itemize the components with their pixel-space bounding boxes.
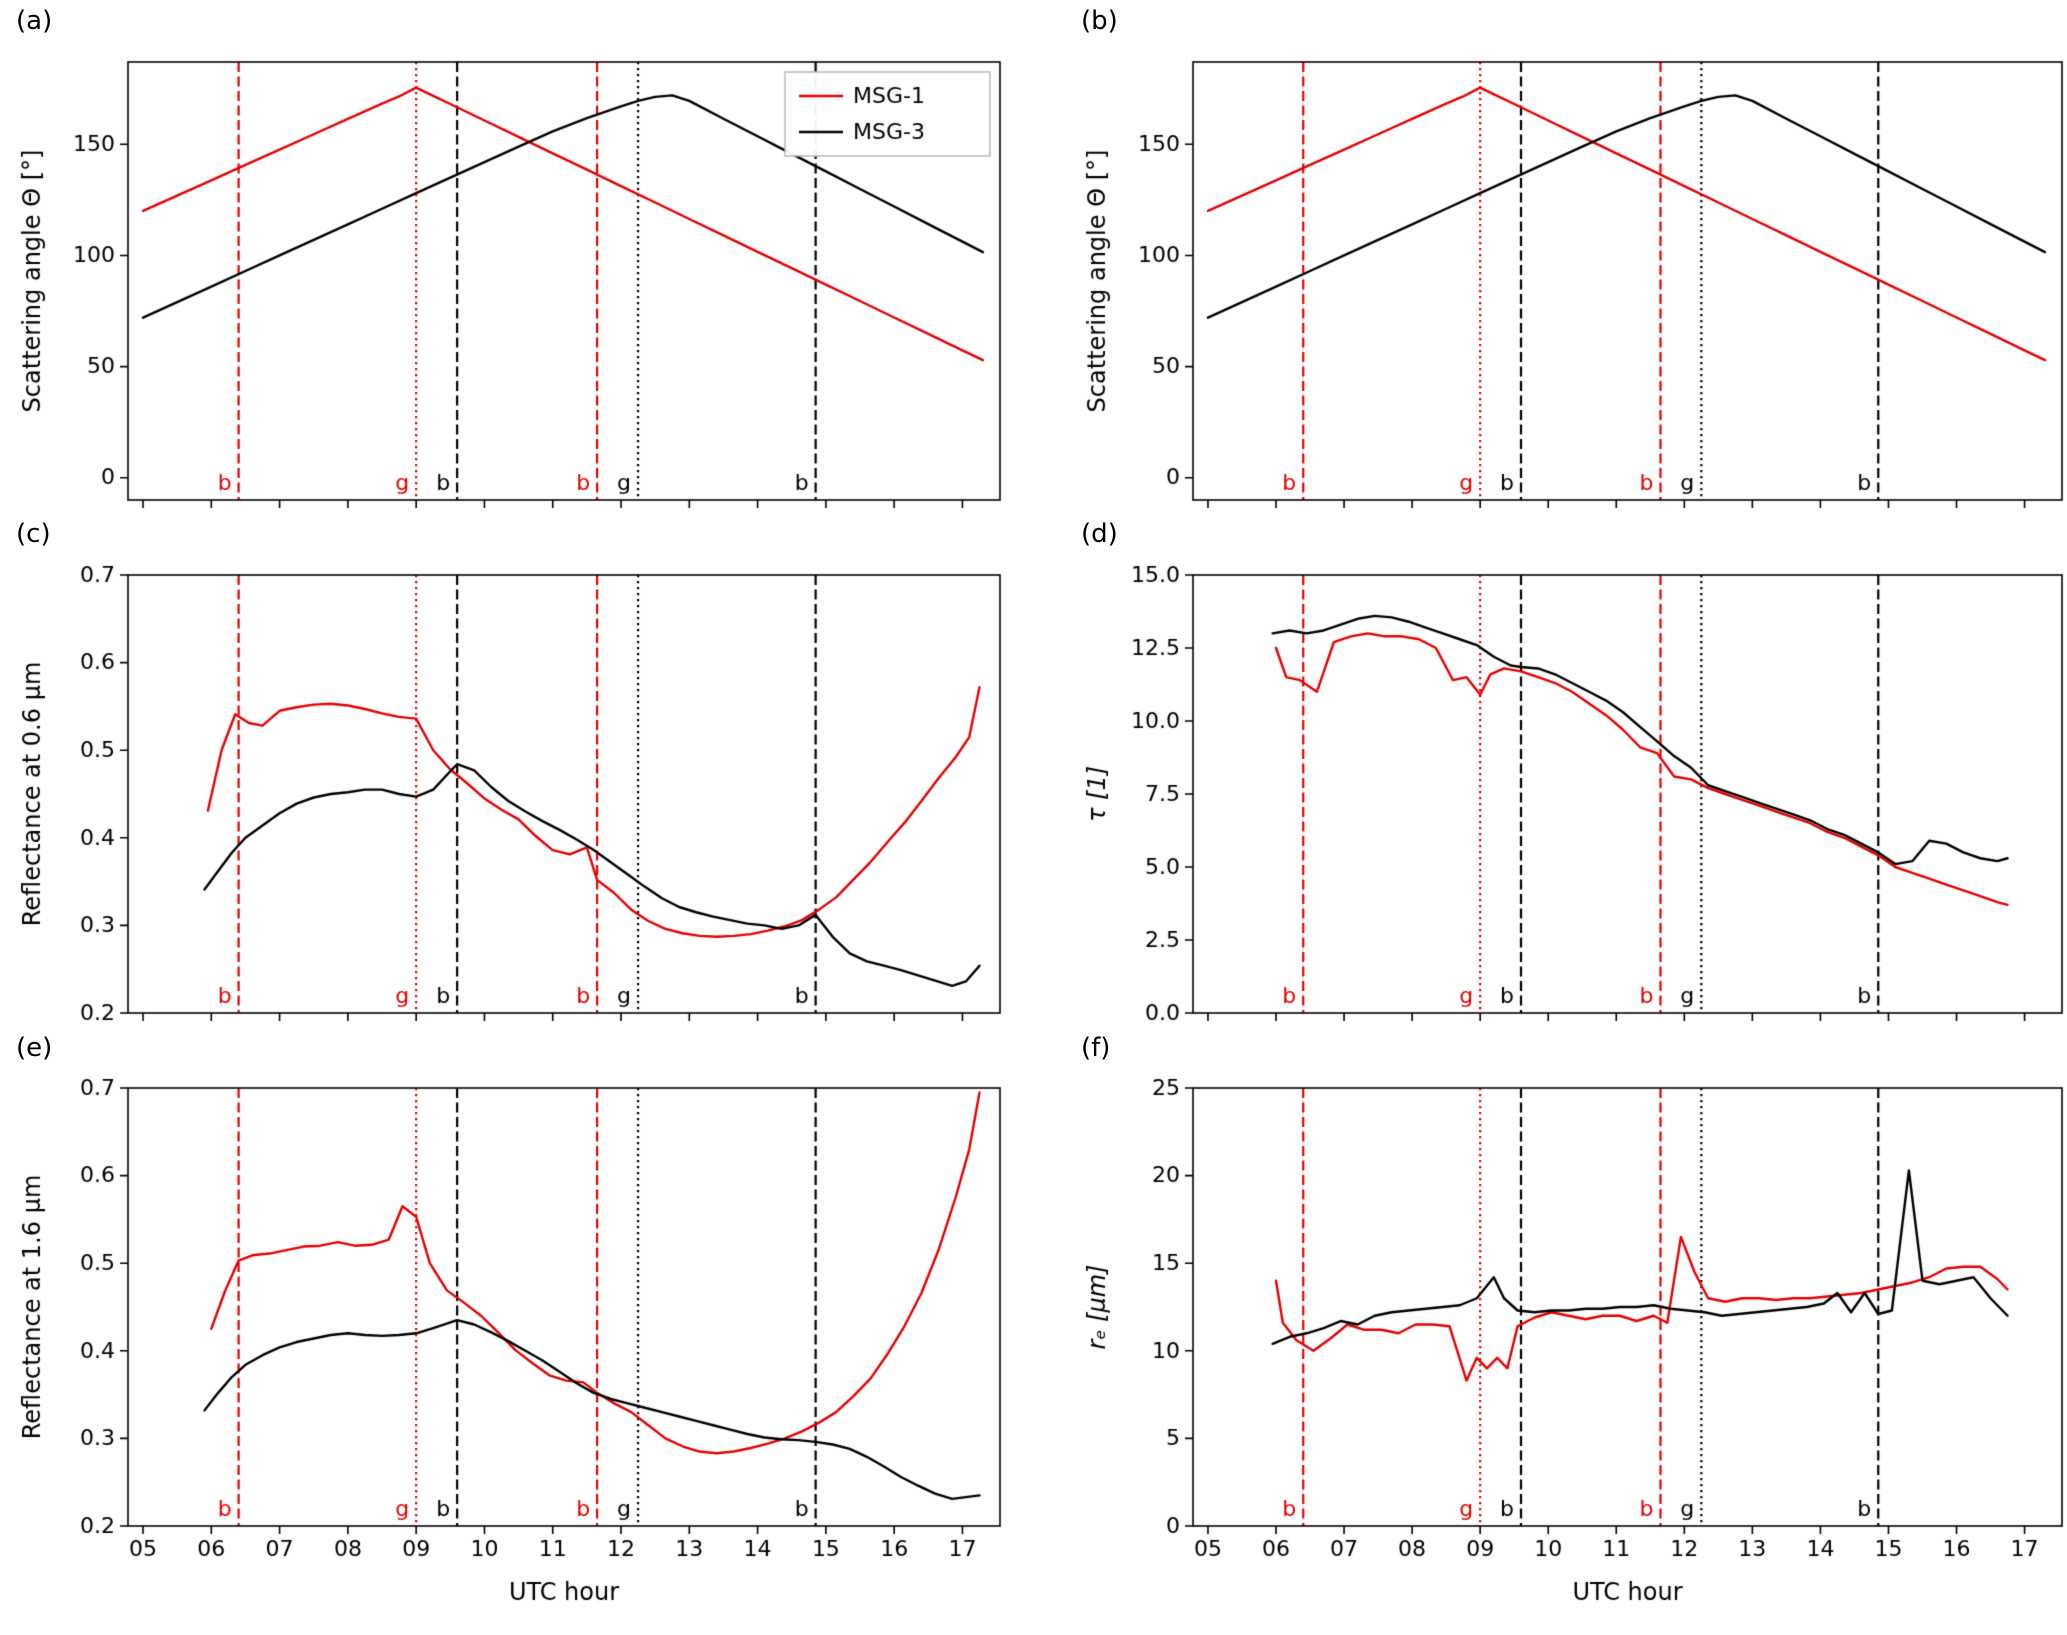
panel-letter-a: (a): [16, 6, 53, 36]
panel-letter-b: (b): [1081, 6, 1118, 36]
panel-letter-f: (f): [1081, 1033, 1111, 1063]
panel-letter-e: (e): [16, 1033, 53, 1063]
panel-letter-d: (d): [1081, 519, 1118, 549]
panel-letter-c: (c): [16, 519, 51, 549]
